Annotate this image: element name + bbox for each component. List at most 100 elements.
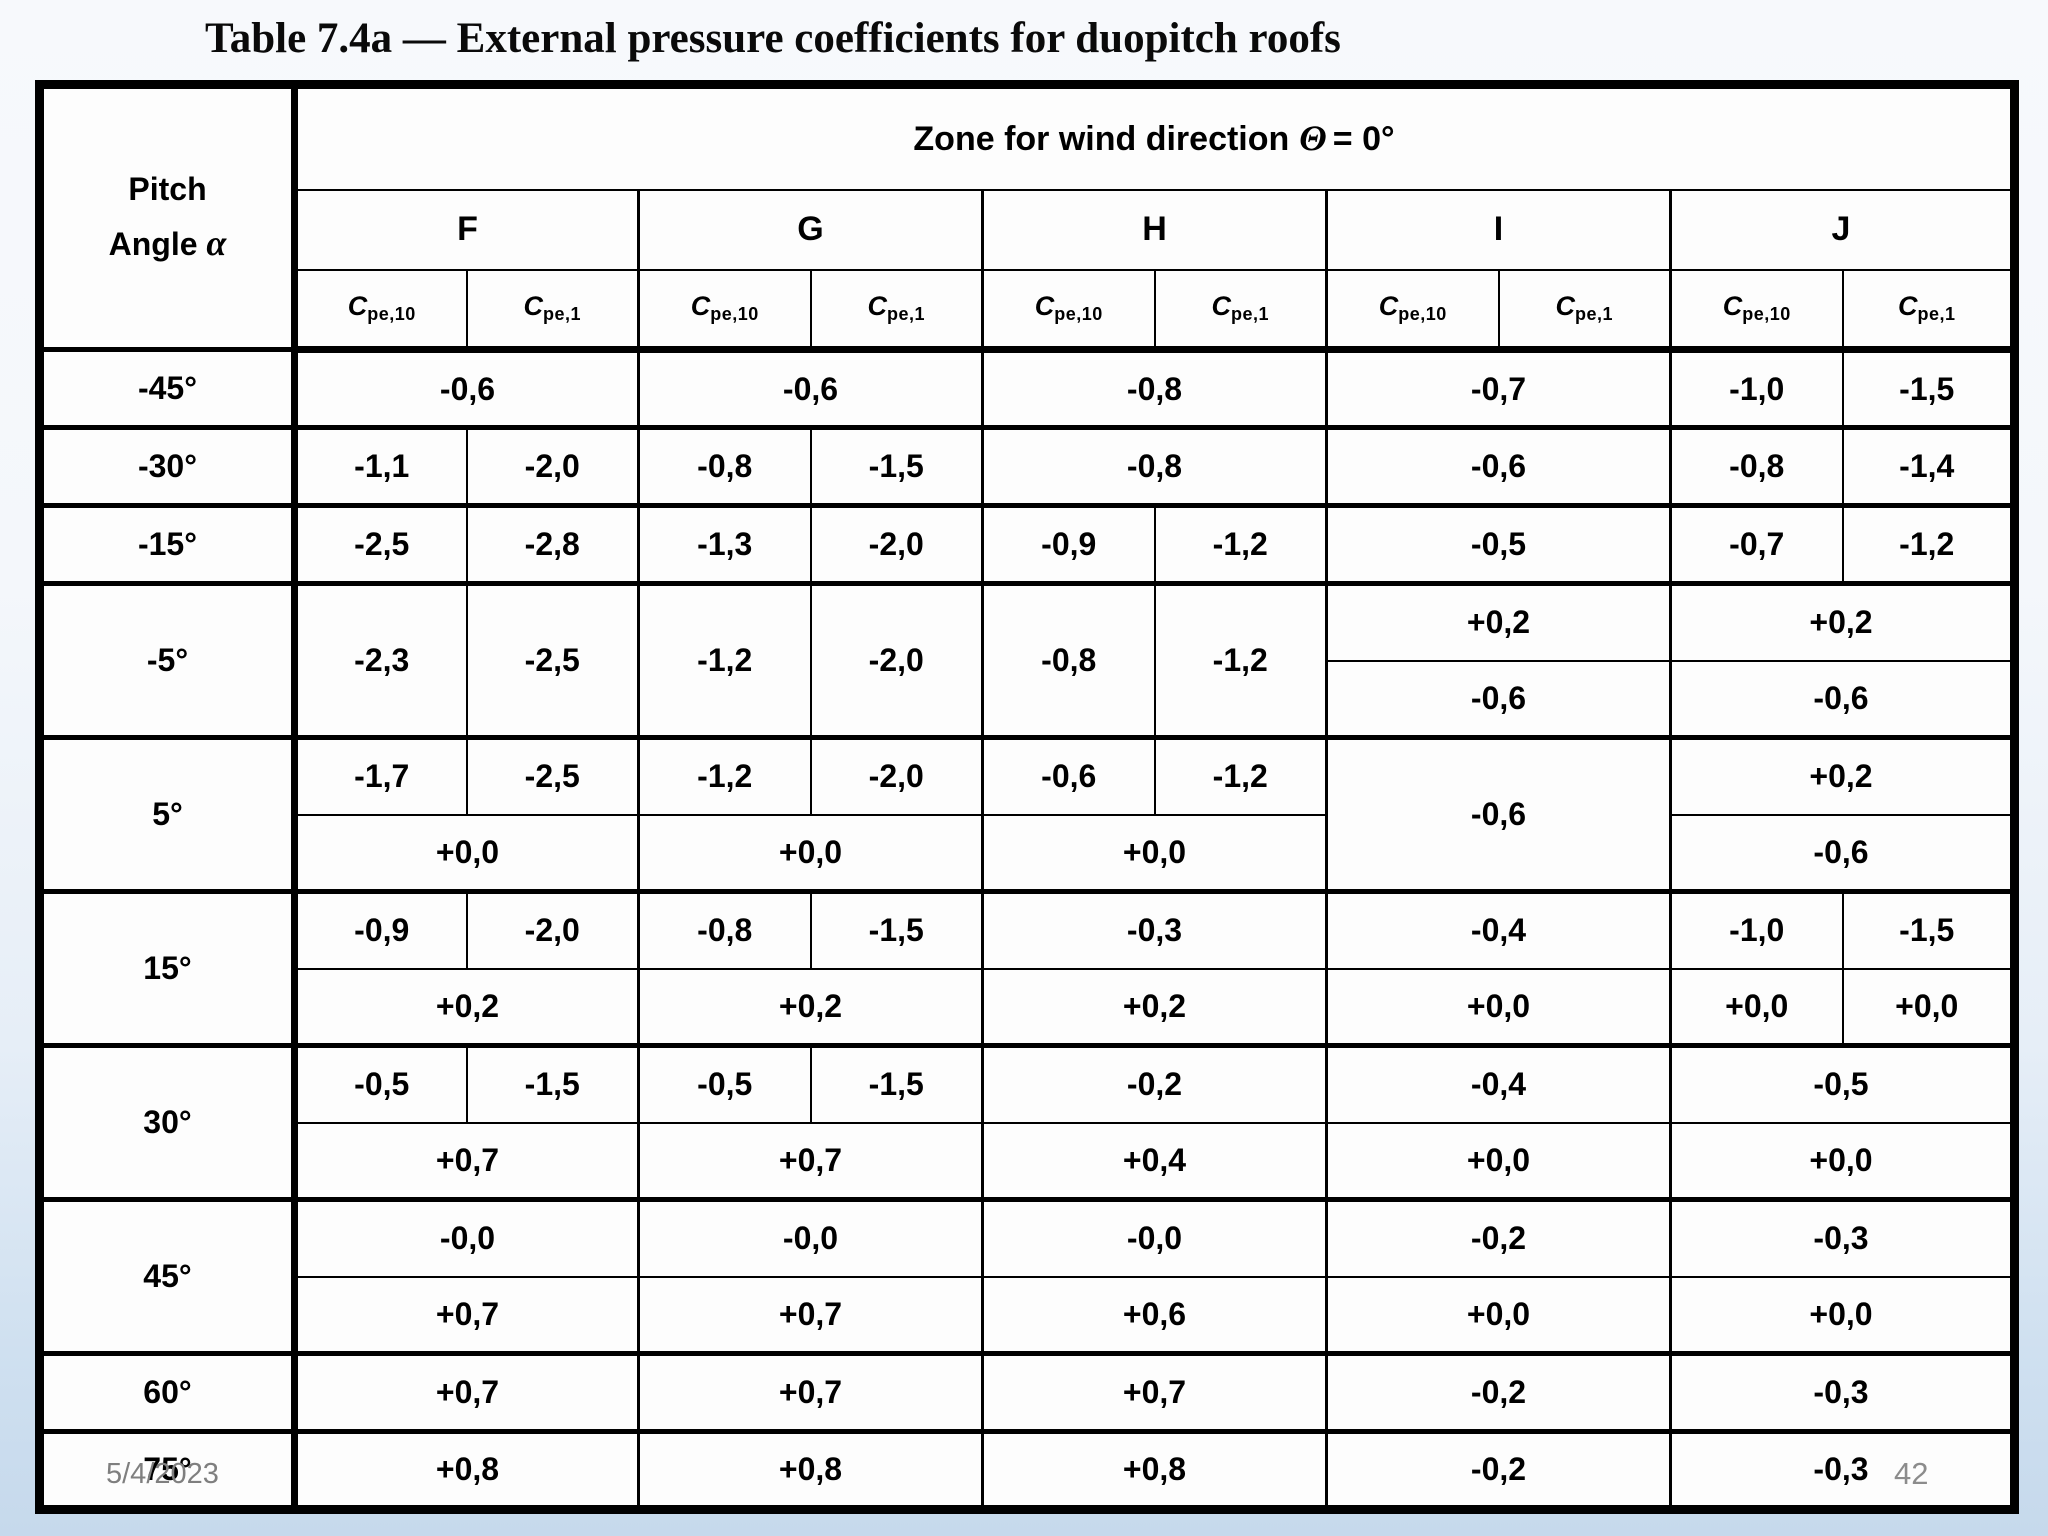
cell-I: -0,6: [1325, 425, 1672, 507]
cell-H-cpe10: -0,6: [981, 735, 1156, 816]
cell-J-cpe10: -0,7: [1669, 503, 1844, 585]
pitch-angle-cell: -30°: [38, 425, 298, 507]
cell-J-cpe10: -1,0: [1669, 889, 1844, 970]
cell-F: +0,8: [293, 1429, 640, 1511]
cpe1-label: Cpe,1: [1841, 268, 2016, 353]
cell-F-cpe10: -0,9: [293, 889, 468, 970]
cell-H: -0,2: [981, 1043, 1328, 1124]
table-row--5: -5° -2,3 -2,5 -1,2 -2,0 -0,8 -1,2 +0,2 +…: [38, 581, 2016, 739]
cell-G-bottom: +0,0: [637, 813, 984, 893]
cell-F-cpe1: -2,0: [465, 425, 640, 507]
cell-F: +0,7: [293, 1351, 640, 1433]
cell-G: -0,0: [637, 1197, 984, 1278]
cpe10-label: Cpe,10: [1669, 268, 1844, 353]
slide-date: 5/4/2023: [106, 1458, 219, 1490]
cell-F-cpe10: -2,5: [293, 503, 468, 585]
pitch-angle-cell: 45°: [38, 1197, 298, 1355]
cell-F-cpe1: -1,5: [465, 1043, 640, 1124]
cell-I: -0,5: [1325, 503, 1672, 585]
zone-F-header: F: [293, 188, 640, 271]
cell-J-bottom: +0,0: [1669, 1275, 2016, 1355]
cell-G-cpe1: -1,5: [809, 425, 984, 507]
pitch-angle-cell: -45°: [38, 347, 298, 429]
zone-H-header: H: [981, 188, 1328, 271]
cell-I-bottom: +0,0: [1325, 1275, 1672, 1355]
cell-H-bottom: +0,0: [981, 813, 1328, 893]
cell-H: -0,0: [981, 1197, 1328, 1278]
cell-G-cpe1: -2,0: [809, 581, 984, 739]
table-row-15-sub: +0,2 +0,2 +0,2 +0,0 +0,0 +0,0: [40, 967, 2016, 1047]
cell-F-bottom: +0,7: [293, 1275, 640, 1355]
cell-H-cpe1: -1,2: [1153, 581, 1328, 739]
cpe10-label: Cpe,10: [981, 268, 1156, 353]
pitch-angle-cell: -5°: [38, 581, 298, 739]
cpe10-label: Cpe,10: [637, 268, 812, 353]
table-row--5-sub: -0,6 -0,6: [40, 659, 2016, 739]
cell-G-cpe10: -0,8: [637, 425, 812, 507]
cpe10-label: Cpe,10: [293, 268, 468, 353]
table-row-45-sub: +0,7 +0,7 +0,6 +0,0 +0,0: [40, 1275, 2016, 1355]
cell-I: -0,6: [1325, 735, 1672, 893]
cell-J: -0,5: [1669, 1043, 2016, 1124]
pitch-angle-cell: 5°: [38, 735, 298, 893]
cell-F-cpe10: -2,3: [293, 581, 468, 739]
cell-F-bottom: +0,7: [293, 1121, 640, 1201]
cell-J-cpe10-bottom: +0,0: [1669, 967, 1844, 1047]
zone-J-header: J: [1669, 188, 2016, 271]
zone-direction-header: Zone for wind direction Θ = 0°: [293, 83, 2016, 191]
table-row-30-sub: +0,7 +0,7 +0,4 +0,0 +0,0: [40, 1121, 2016, 1201]
cell-F: -0,6: [293, 347, 640, 429]
cell-J-top: +0,2: [1669, 735, 2016, 816]
cell-G-cpe10: -1,2: [637, 735, 812, 816]
cell-J-bottom: -0,6: [1669, 659, 2016, 739]
cell-G-cpe10: -1,2: [637, 581, 812, 739]
table-row-60: 60° +0,7 +0,7 +0,7 -0,2 -0,3: [38, 1351, 2016, 1433]
table-row--30: -30° -1,1 -2,0 -0,8 -1,5 -0,8 -0,6 -0,8 …: [38, 425, 2016, 507]
cell-F-cpe1: -2,8: [465, 503, 640, 585]
cell-H-cpe10: -0,9: [981, 503, 1156, 585]
cell-I-bottom: +0,0: [1325, 1121, 1672, 1201]
cell-G: +0,8: [637, 1429, 984, 1511]
cell-J-bottom: -0,6: [1669, 813, 2016, 893]
cell-J-cpe10: -0,8: [1669, 425, 1844, 507]
cell-I-top: +0,2: [1325, 581, 1672, 662]
cell-J-cpe1: -1,5: [1841, 889, 2016, 970]
pitch-angle-cell: 30°: [38, 1043, 298, 1201]
cell-I: -0,7: [1325, 347, 1672, 429]
pitch-angle-cell: -15°: [38, 503, 298, 585]
cell-H-cpe10: -0,8: [981, 581, 1156, 739]
cell-G-cpe10: -0,8: [637, 889, 812, 970]
cell-H-bottom: +0,4: [981, 1121, 1328, 1201]
table-row--45: -45° -0,6 -0,6 -0,8 -0,7 -1,0 -1,5: [38, 347, 2016, 429]
cell-J: -0,3: [1669, 1429, 2016, 1511]
cell-H-cpe1: -1,2: [1153, 735, 1328, 816]
pitch-angle-cell: 15°: [38, 889, 298, 1047]
cell-J-cpe1-bottom: +0,0: [1841, 967, 2016, 1047]
cell-J-cpe10: -1,0: [1669, 347, 1844, 429]
header-row-cpe: Cpe,10 Cpe,1 Cpe,10 Cpe,1 Cpe,10 Cpe,1 C…: [40, 268, 2016, 353]
cell-H: -0,3: [981, 889, 1328, 970]
alpha-symbol: α: [206, 222, 227, 263]
cell-F-cpe1: -2,5: [465, 581, 640, 739]
zone-G-header: G: [637, 188, 984, 271]
cpe1-label: Cpe,1: [465, 268, 640, 353]
theta-symbol: Θ: [1299, 118, 1327, 159]
cell-F: -0,0: [293, 1197, 640, 1278]
cell-F-cpe1: -2,5: [465, 735, 640, 816]
cell-F-cpe10: -1,1: [293, 425, 468, 507]
cell-G-bottom: +0,2: [637, 967, 984, 1047]
cell-I: -0,2: [1325, 1197, 1672, 1278]
cell-H-bottom: +0,2: [981, 967, 1328, 1047]
pitch-header-line1: Pitch: [128, 170, 207, 207]
cell-H: -0,8: [981, 425, 1328, 507]
cell-G-cpe10: -0,5: [637, 1043, 812, 1124]
pitch-angle-cell: 75°: [38, 1429, 298, 1511]
cell-G-cpe1: -2,0: [809, 735, 984, 816]
cpe1-label: Cpe,1: [809, 268, 984, 353]
cell-H-bottom: +0,6: [981, 1275, 1328, 1355]
pitch-angle-cell: 60°: [38, 1351, 298, 1433]
cell-J: -0,3: [1669, 1197, 2016, 1278]
cell-F-bottom: +0,0: [293, 813, 640, 893]
cell-G-cpe1: -2,0: [809, 503, 984, 585]
cell-G-bottom: +0,7: [637, 1121, 984, 1201]
